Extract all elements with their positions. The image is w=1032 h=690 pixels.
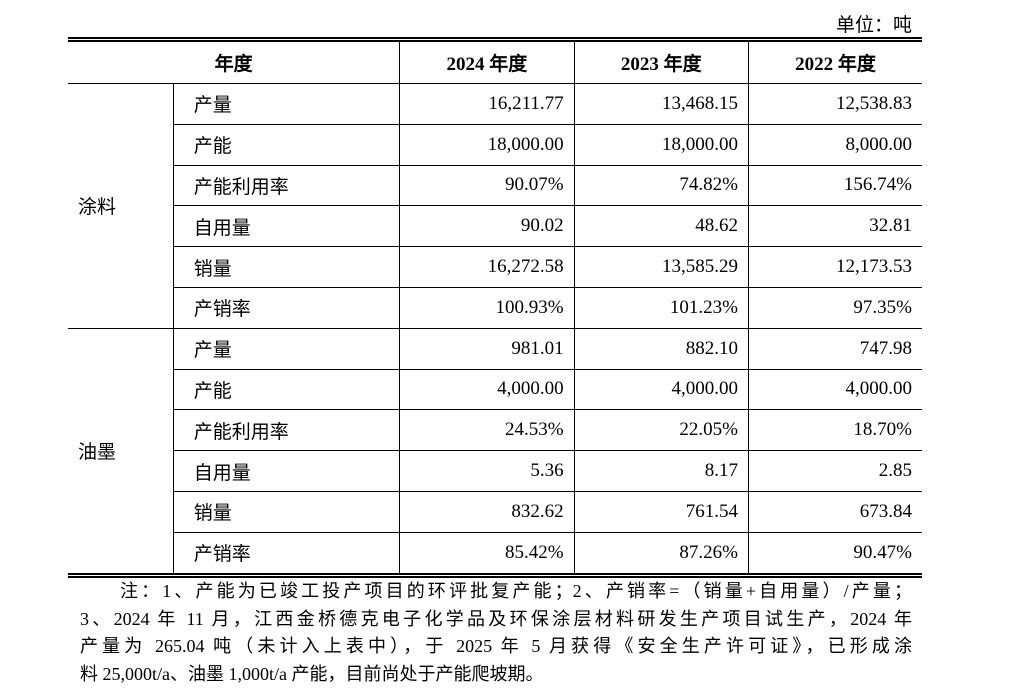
value-cell: 48.62 (573, 205, 749, 248)
value-cell: 13,468.15 (573, 83, 749, 125)
row-label: 产能 (173, 123, 401, 166)
row-label: 产能利用率 (173, 164, 401, 207)
row-label: 自用量 (173, 205, 401, 248)
value-cell: 673.84 (747, 490, 922, 533)
value-cell: 8,000.00 (747, 123, 922, 166)
note-line: 料 25,000t/a、油墨 1,000t/a 产能，目前尚处于产能爬坡期。 (80, 663, 544, 684)
header-cell: 2024 年度 (399, 39, 575, 84)
value-cell: 882.10 (573, 327, 749, 370)
value-cell: 85.42% (399, 531, 575, 576)
value-cell: 87.26% (573, 531, 749, 576)
value-cell: 18.70% (747, 409, 922, 452)
value-cell: 4,000.00 (573, 368, 749, 411)
note-line: 产量为 265.04 吨（未计入上表中），于 2025 年 5 月获得《安全生产… (80, 636, 912, 656)
value-cell: 2.85 (747, 450, 922, 492)
data-table: 年度 2024 年度 2023 年度 2022 年度 涂料 产量 16,211.77 13,… (68, 37, 922, 578)
note-line: 注：1、产能为已竣工投产项目的环评批复产能；2、产销率=（销量+自用量）/产量； (120, 581, 912, 601)
value-cell: 832.62 (399, 490, 575, 533)
value-cell: 5.36 (399, 450, 575, 492)
header-cell: 2022 年度 (748, 39, 922, 84)
value-cell: 32.81 (747, 205, 922, 248)
value-cell: 90.07% (399, 164, 575, 207)
value-cell: 981.01 (399, 327, 575, 370)
value-cell: 4,000.00 (399, 368, 575, 411)
table-row: 油墨 产量 981.01 882.10 747.98 (68, 327, 922, 576)
row-label: 产量 (172, 327, 401, 370)
table-row: 产能利用率 90.07% 74.82% 156.74% (68, 164, 922, 207)
value-cell: 4,000.00 (747, 368, 922, 411)
row-label: 销量 (173, 490, 401, 533)
header-cell: 2023 年度 (574, 39, 749, 84)
value-cell: 74.82% (573, 164, 749, 207)
value-cell: 13,585.29 (573, 246, 749, 288)
value-cell: 97.35% (747, 286, 922, 329)
table-row: 涂料 产量 16,211.77 13,468.15 12,538.83 (68, 83, 922, 329)
table-row: 产销率 85.42% 87.26% 90.47% (68, 531, 922, 576)
unit-label: 单位：吨 (835, 15, 912, 36)
table-row: 销量 832.62 761.54 673.84 (68, 490, 922, 533)
table-row: 产能利用率 24.53% 22.05% 18.70% (68, 409, 922, 452)
header-row: 年度 2024 年度 2023 年度 2022 年度 (68, 39, 922, 84)
value-cell: 18,000.00 (399, 123, 575, 166)
table-row: 自用量 90.02 48.62 32.81 (68, 205, 922, 248)
note-line: 3、2024 年 11 月，江西金桥德克电子化学品及环保涂层材料研发生产项目试生… (80, 608, 912, 629)
row-label: 产量 (172, 83, 401, 125)
value-cell: 156.74% (747, 164, 922, 207)
value-cell: 12,538.83 (747, 83, 922, 125)
table-row: 销量 16,272.58 13,585.29 12,173.53 (68, 246, 922, 288)
value-cell: 747.98 (747, 327, 922, 370)
group-cell: 涂料 (68, 83, 174, 329)
row-label: 销量 (173, 246, 401, 288)
value-cell: 18,000.00 (573, 123, 749, 166)
value-cell: 8.17 (573, 450, 749, 492)
value-cell: 101.23% (573, 286, 749, 329)
table-row: 产能 4,000.00 4,000.00 4,000.00 (68, 368, 922, 411)
value-cell: 16,272.58 (399, 246, 575, 288)
value-cell: 90.02 (399, 205, 575, 248)
table-row: 产销率 100.93% 101.23% 97.35% (68, 286, 922, 329)
row-label: 产销率 (173, 286, 401, 329)
row-label: 产销率 (173, 531, 401, 576)
value-cell: 24.53% (399, 409, 575, 452)
note: 注：1、产能为已竣工投产项目的环评批复产能；2、产销率=（销量+自用量）/产量；… (80, 578, 912, 688)
value-cell: 761.54 (573, 490, 749, 533)
value-cell: 12,173.53 (747, 246, 922, 288)
table-row: 产能 18,000.00 18,000.00 8,000.00 (68, 123, 922, 166)
header-cell: 年度 (68, 39, 401, 84)
value-cell: 22.05% (573, 409, 749, 452)
table-body: 涂料 产量 16,211.77 13,468.15 12,538.83 产能 18,000.… (68, 83, 922, 576)
row-label: 产能 (173, 368, 401, 411)
row-label: 产能利用率 (173, 409, 401, 452)
value-cell: 16,211.77 (399, 83, 575, 125)
row-label: 自用量 (173, 450, 401, 492)
table-row: 自用量 5.36 8.17 2.85 (68, 450, 922, 492)
group-cell: 油墨 (68, 327, 174, 576)
value-cell: 100.93% (399, 286, 575, 329)
value-cell: 90.47% (747, 531, 922, 576)
